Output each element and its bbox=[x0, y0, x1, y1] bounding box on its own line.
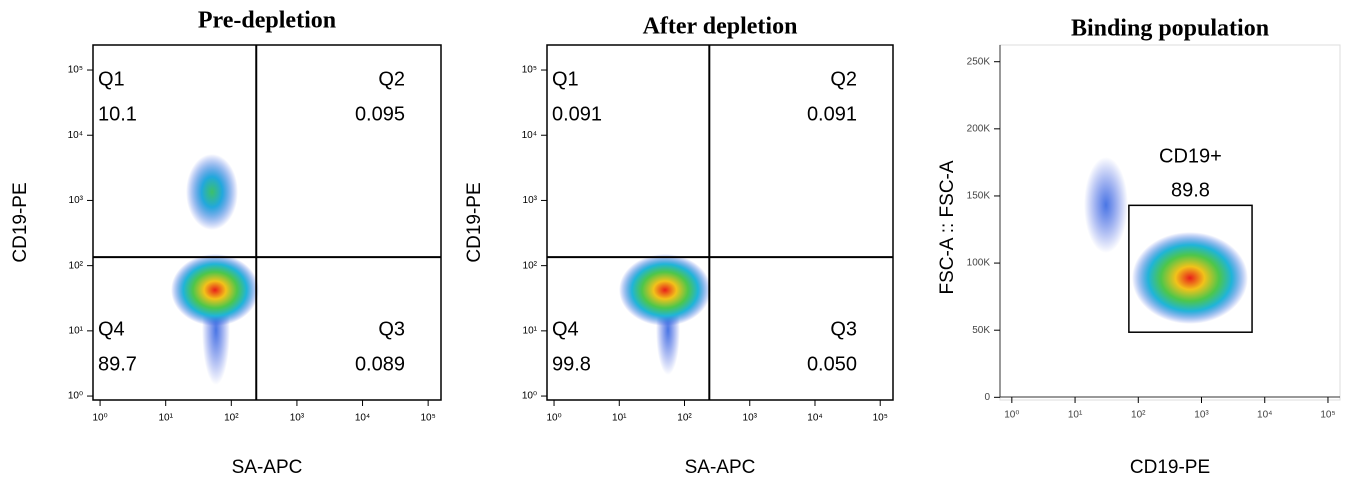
quadrant-name: Q3 bbox=[378, 318, 405, 340]
x-tick-label: 10² bbox=[224, 413, 239, 424]
y-tick-label: 150K bbox=[967, 191, 991, 202]
x-tick-label: 10¹ bbox=[158, 413, 173, 424]
panel-title: Pre-depletion bbox=[198, 8, 336, 34]
density-clouds bbox=[171, 154, 1248, 385]
gate-name: CD19+ bbox=[1159, 146, 1222, 168]
x-tick-label: 10¹ bbox=[1068, 410, 1083, 421]
quadrant-value: 0.089 bbox=[355, 353, 405, 375]
quadrant-name: Q1 bbox=[552, 68, 579, 90]
y-tick-label: 10⁰ bbox=[522, 391, 537, 402]
cloud bbox=[1084, 157, 1128, 253]
quadrant-value: 0.091 bbox=[807, 103, 857, 125]
quadrant-name: Q2 bbox=[830, 68, 857, 90]
y-tick-label: 10² bbox=[523, 260, 538, 271]
quadrant-name: Q2 bbox=[378, 68, 405, 90]
y-tick-label: 200K bbox=[967, 123, 991, 134]
panel-title: After depletion bbox=[643, 14, 798, 40]
y-tick-label: 100K bbox=[967, 258, 991, 269]
y-tick-label: 10¹ bbox=[69, 325, 84, 336]
x-tick-label: 10⁴ bbox=[807, 413, 822, 424]
cloud bbox=[1132, 232, 1248, 324]
y-tick-label: 10⁵ bbox=[522, 65, 537, 76]
y-tick-label: 10⁴ bbox=[522, 130, 537, 141]
y-tick-label: 10⁴ bbox=[68, 130, 83, 141]
gate-value: 89.8 bbox=[1171, 180, 1210, 202]
x-axis-label: CD19-PE bbox=[1130, 457, 1210, 478]
y-tick-label: 50K bbox=[972, 325, 990, 336]
y-axis-label: CD19-PE bbox=[464, 182, 485, 262]
x-axis-label: SA-APC bbox=[232, 457, 303, 478]
quadrant-name: Q4 bbox=[552, 318, 579, 340]
quadrant-value: 99.8 bbox=[552, 353, 591, 375]
x-tick-label: 10³ bbox=[1194, 410, 1209, 421]
frame bbox=[92, 44, 442, 401]
quadrant-value: 0.095 bbox=[355, 103, 405, 125]
x-tick-label: 10⁴ bbox=[355, 413, 370, 424]
y-tick-label: 10³ bbox=[523, 195, 538, 206]
quadrant-value: 0.091 bbox=[552, 103, 602, 125]
quadrant-value: 0.050 bbox=[807, 353, 857, 375]
gate bbox=[1128, 204, 1253, 333]
x-axis-label: SA-APC bbox=[685, 457, 756, 478]
y-axis-label: CD19-PE bbox=[10, 182, 31, 262]
cloud bbox=[186, 154, 238, 230]
x-tick-label: 10³ bbox=[290, 413, 305, 424]
y-axis-label: FSC-A :: FSC-A bbox=[937, 160, 958, 294]
cloud bbox=[171, 254, 259, 326]
y-tick-label: 10³ bbox=[69, 195, 84, 206]
frame bbox=[999, 44, 1341, 401]
y-tick-label: 10⁵ bbox=[68, 65, 83, 76]
y-tick-label: 250K bbox=[967, 56, 991, 67]
x-tick-label: 10⁵ bbox=[421, 413, 436, 424]
x-tick-label: 10⁵ bbox=[1320, 410, 1335, 421]
y-tick-label: 10² bbox=[69, 260, 84, 271]
y-tick-label: 0 bbox=[984, 392, 990, 403]
x-tick-label: 10³ bbox=[743, 413, 758, 424]
quadrant-name: Q3 bbox=[830, 318, 857, 340]
y-tick-label: 10⁰ bbox=[68, 391, 83, 402]
quadrant-name: Q1 bbox=[98, 68, 125, 90]
x-tick-label: 10⁰ bbox=[546, 413, 561, 424]
frame bbox=[546, 44, 894, 401]
x-tick-label: 10⁵ bbox=[873, 413, 888, 424]
quadrant-value: 89.7 bbox=[98, 353, 137, 375]
quadrant-name: Q4 bbox=[98, 318, 125, 340]
panel-title: Binding population bbox=[1071, 16, 1269, 42]
x-tick-label: 10⁰ bbox=[93, 413, 108, 424]
x-tick-label: 10² bbox=[1131, 410, 1146, 421]
x-tick-label: 10¹ bbox=[612, 413, 627, 424]
x-tick-label: 10⁴ bbox=[1257, 410, 1272, 421]
quadrant-value: 10.1 bbox=[98, 103, 137, 125]
cloud bbox=[619, 254, 711, 326]
x-tick-label: 10⁰ bbox=[1004, 410, 1019, 421]
x-tick-label: 10² bbox=[677, 413, 692, 424]
y-tick-label: 10¹ bbox=[523, 325, 538, 336]
